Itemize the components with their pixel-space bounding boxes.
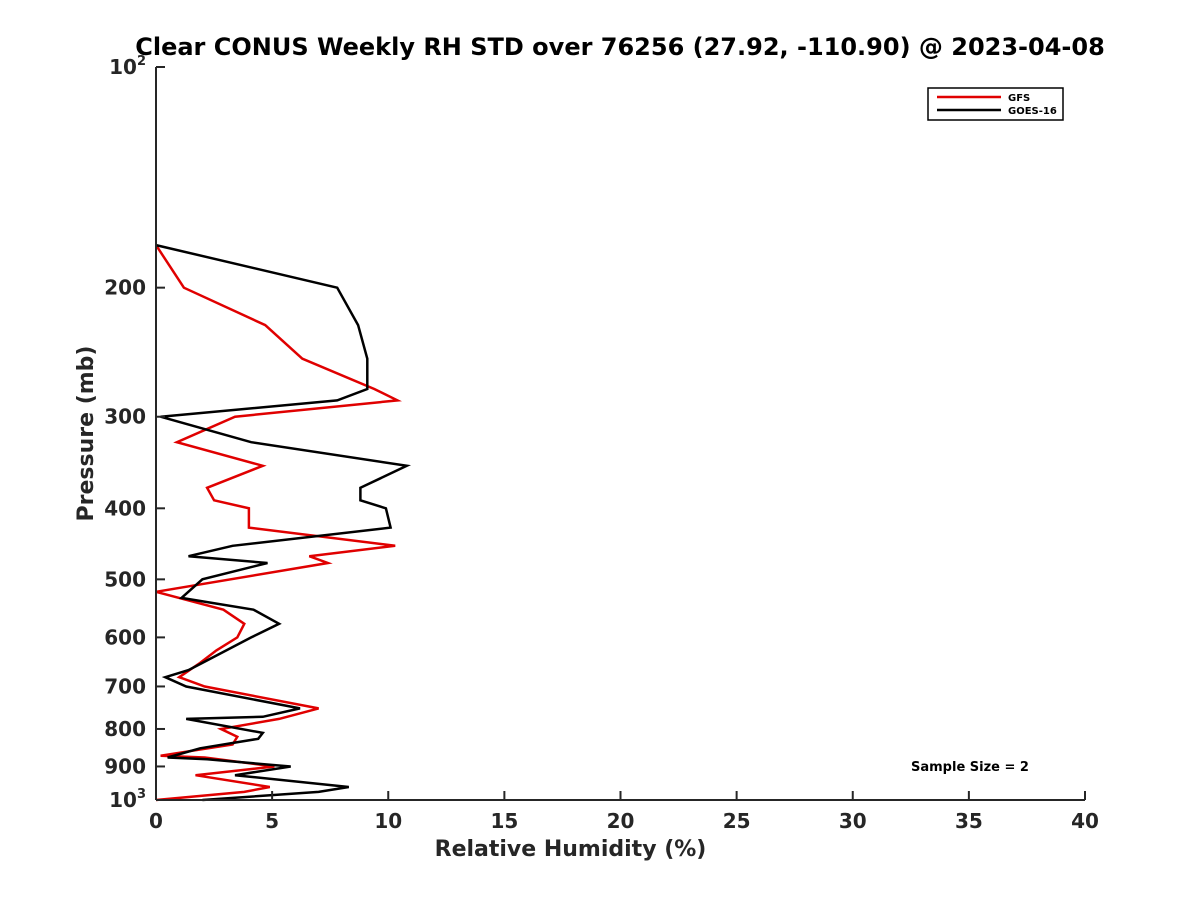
- x-ticks: 0 5 10 15 20 25 30 35 40: [149, 791, 1099, 833]
- y-axis-label: Pressure (mb): [74, 346, 99, 522]
- series-line-goes-16: [155, 243, 412, 802]
- legend: GFS GOES-16: [927, 87, 1064, 121]
- y-tick-label: 400: [104, 496, 146, 520]
- series-layer: [154, 243, 412, 802]
- y-tick-label: 300: [104, 405, 146, 429]
- y-tick-label: 700: [104, 674, 146, 698]
- x-tick-label: 35: [955, 809, 983, 833]
- y-tick-label: 103: [109, 787, 146, 812]
- x-tick-label: 25: [723, 809, 751, 833]
- x-tick-label: 15: [490, 809, 518, 833]
- legend-box: [927, 87, 1064, 121]
- y-tick-label: 900: [104, 754, 146, 778]
- x-tick-label: 10: [374, 809, 402, 833]
- y-tick-label: 200: [104, 276, 146, 300]
- series-line-gfs: [154, 244, 402, 802]
- x-tick-label: 20: [607, 809, 635, 833]
- axes-layer: [155, 67, 1085, 801]
- x-tick-label: 5: [265, 809, 279, 833]
- x-axis-label: Relative Humidity (%): [435, 837, 707, 862]
- y-tick-label: 500: [104, 567, 146, 591]
- y-tick-label: 600: [104, 625, 146, 649]
- chart-title: Clear CONUS Weekly RH STD over 76256 (27…: [135, 33, 1105, 61]
- x-tick-label: 0: [149, 809, 163, 833]
- y-ticks: 102 200 300 400 500 600 700 800 900 103: [104, 54, 165, 812]
- legend-label-gfs: GFS: [1008, 93, 1030, 104]
- x-tick-label: 40: [1071, 809, 1099, 833]
- legend-label-goes-16: GOES-16: [1008, 106, 1057, 117]
- sample-size-annotation: Sample Size = 2: [911, 760, 1029, 775]
- x-tick-label: 30: [839, 809, 867, 833]
- y-tick-label: 102: [109, 54, 146, 79]
- legend-items: GFS GOES-16: [937, 93, 1057, 117]
- y-tick-label: 800: [104, 717, 146, 741]
